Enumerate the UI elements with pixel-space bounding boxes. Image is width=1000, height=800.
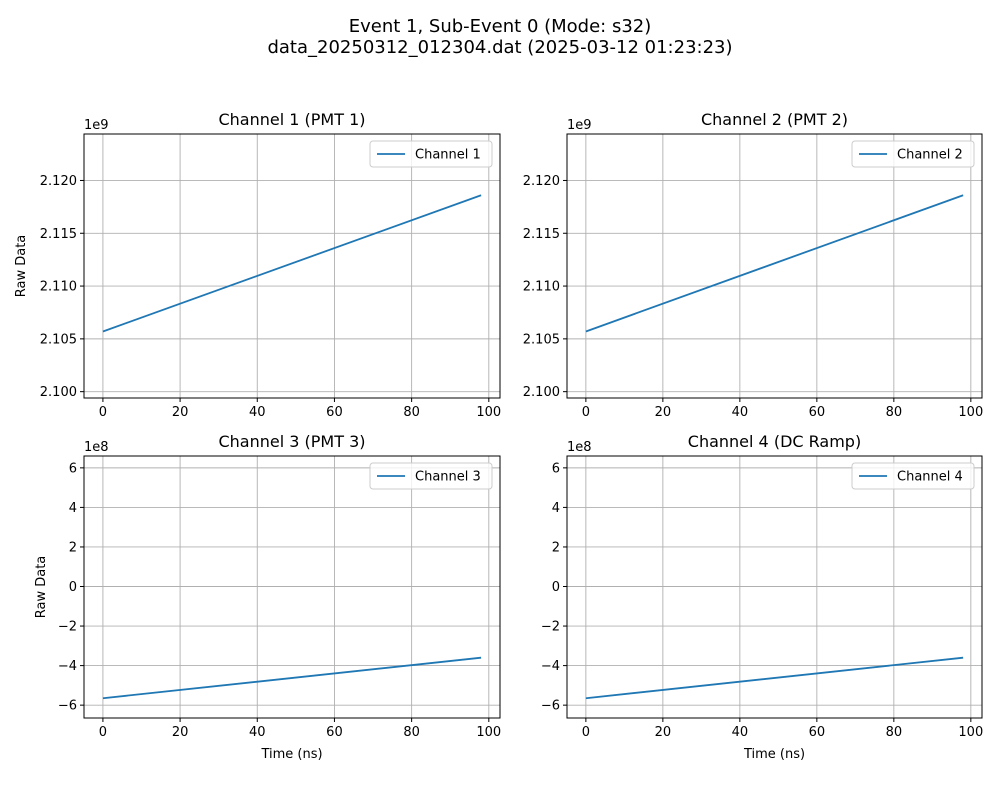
x-tick-label: 20 <box>655 725 672 740</box>
y-tick-label: 0 <box>552 580 560 595</box>
grid <box>567 134 982 398</box>
y-tick-label: −6 <box>58 699 77 714</box>
series-line <box>102 656 482 700</box>
x-axis-label: Time (ns) <box>743 747 805 762</box>
x-tick-label: 0 <box>99 405 107 420</box>
y-offset-label: 1e8 <box>567 440 592 455</box>
x-tick-label: 0 <box>582 405 590 420</box>
x-tick-label: 100 <box>476 725 501 740</box>
series-line <box>585 194 964 333</box>
y-tick-label: 2.110 <box>40 280 77 295</box>
y-tick-label: 6 <box>69 461 77 476</box>
x-tick-label: 40 <box>732 405 749 420</box>
legend-label: Channel 3 <box>415 470 481 485</box>
y-tick-label: 2.100 <box>40 385 77 400</box>
x-tick-label: 60 <box>809 725 826 740</box>
x-axis-label: Time (ns) <box>260 747 322 762</box>
x-tick-label: 40 <box>249 405 266 420</box>
legend: Channel 2 <box>851 140 975 168</box>
x-tick-label: 60 <box>809 405 826 420</box>
x-tick-label: 40 <box>249 725 266 740</box>
x-tick-label: 80 <box>403 725 420 740</box>
figure-title-line1: Event 1, Sub-Event 0 (Mode: s32) <box>349 16 652 37</box>
x-tick-label: 0 <box>99 725 107 740</box>
y-offset-label: 1e9 <box>567 118 592 133</box>
x-tick-label: 80 <box>403 405 420 420</box>
y-tick-label: −6 <box>541 699 560 714</box>
legend-box <box>369 140 493 168</box>
legend: Channel 4 <box>851 462 975 490</box>
y-tick-label: −4 <box>58 659 77 674</box>
x-tick-label: 80 <box>886 405 903 420</box>
y-tick-label: 6 <box>552 461 560 476</box>
y-tick-label: 2.120 <box>523 174 560 189</box>
subplot-3: 0 20 40 60 80 100 −6 −4 −2 0 2 4 6 1e8 Channel 3 (PMT … <box>34 432 501 762</box>
y-tick-label: 2.110 <box>523 280 560 295</box>
legend-box <box>851 462 975 490</box>
legend: Channel 3 <box>369 462 493 490</box>
x-tick-label: 20 <box>172 725 189 740</box>
legend-label: Channel 4 <box>897 470 963 485</box>
y-tick-label: 2.115 <box>40 227 77 242</box>
y-tick-label: 2.120 <box>40 174 77 189</box>
x-tick-label: 100 <box>476 405 501 420</box>
subplot-title: Channel 2 (PMT 2) <box>701 110 848 129</box>
subplot-4: 0 20 40 60 80 100 −6 −4 −2 0 2 4 6 1e8 Channel 4 (DC R… <box>541 432 983 762</box>
subplot-title: Channel 4 (DC Ramp) <box>688 432 861 451</box>
y-offset-label: 1e9 <box>84 118 109 133</box>
subplot-1: 0 20 40 60 80 100 2.100 2.105 2.110 2.115 2.120 1e9… <box>14 110 501 420</box>
x-tick-label: 100 <box>958 405 983 420</box>
figure-title-line2: data_20250312_012304.dat (2025-03-12 01:… <box>267 37 732 58</box>
y-axis-label: Raw Data <box>34 556 49 619</box>
subplot-title: Channel 3 (PMT 3) <box>218 432 365 451</box>
x-tick-label: 80 <box>886 725 903 740</box>
y-tick-label: 2 <box>552 540 560 555</box>
subplots: 0 20 40 60 80 1002.1002.1052.1102.1152.1201e9… <box>14 110 983 762</box>
legend-box <box>851 140 975 168</box>
series-line <box>585 656 964 700</box>
subplot-2: 0 20 40 60 80 100 2.100 2.105 2.110 2.115 2.120 1e9… <box>523 110 983 420</box>
y-tick-label: 2.100 <box>523 385 560 400</box>
y-axis-label: Raw Data <box>14 235 29 298</box>
legend: Channel 1 <box>369 140 493 168</box>
grid <box>84 134 500 398</box>
legend-label: Channel 1 <box>415 148 481 163</box>
x-tick-label: 100 <box>958 725 983 740</box>
y-tick-label: −4 <box>541 659 560 674</box>
x-tick-label: 20 <box>655 405 672 420</box>
x-tick-label: 0 <box>582 725 590 740</box>
legend-box <box>369 462 493 490</box>
y-tick-label: 0 <box>69 580 77 595</box>
y-tick-label: −2 <box>58 620 77 635</box>
x-tick-label: 40 <box>732 725 749 740</box>
y-tick-label: 2.105 <box>40 332 77 347</box>
y-tick-label: 2.105 <box>523 332 560 347</box>
axes-frame <box>83 133 501 399</box>
y-tick-label: 2 <box>69 540 77 555</box>
legend-label: Channel 2 <box>897 148 963 163</box>
x-tick-label: 60 <box>326 405 343 420</box>
series-line <box>102 194 482 333</box>
axes-frame <box>566 133 983 399</box>
y-offset-label: 1e8 <box>84 440 109 455</box>
subplot-title: Channel 1 (PMT 1) <box>218 110 365 129</box>
y-tick-label: 4 <box>552 501 560 516</box>
y-tick-label: −2 <box>541 620 560 635</box>
x-tick-label: 20 <box>172 405 189 420</box>
x-tick-label: 60 <box>326 725 343 740</box>
y-tick-label: 2.115 <box>523 227 560 242</box>
y-tick-label: 4 <box>69 501 77 516</box>
